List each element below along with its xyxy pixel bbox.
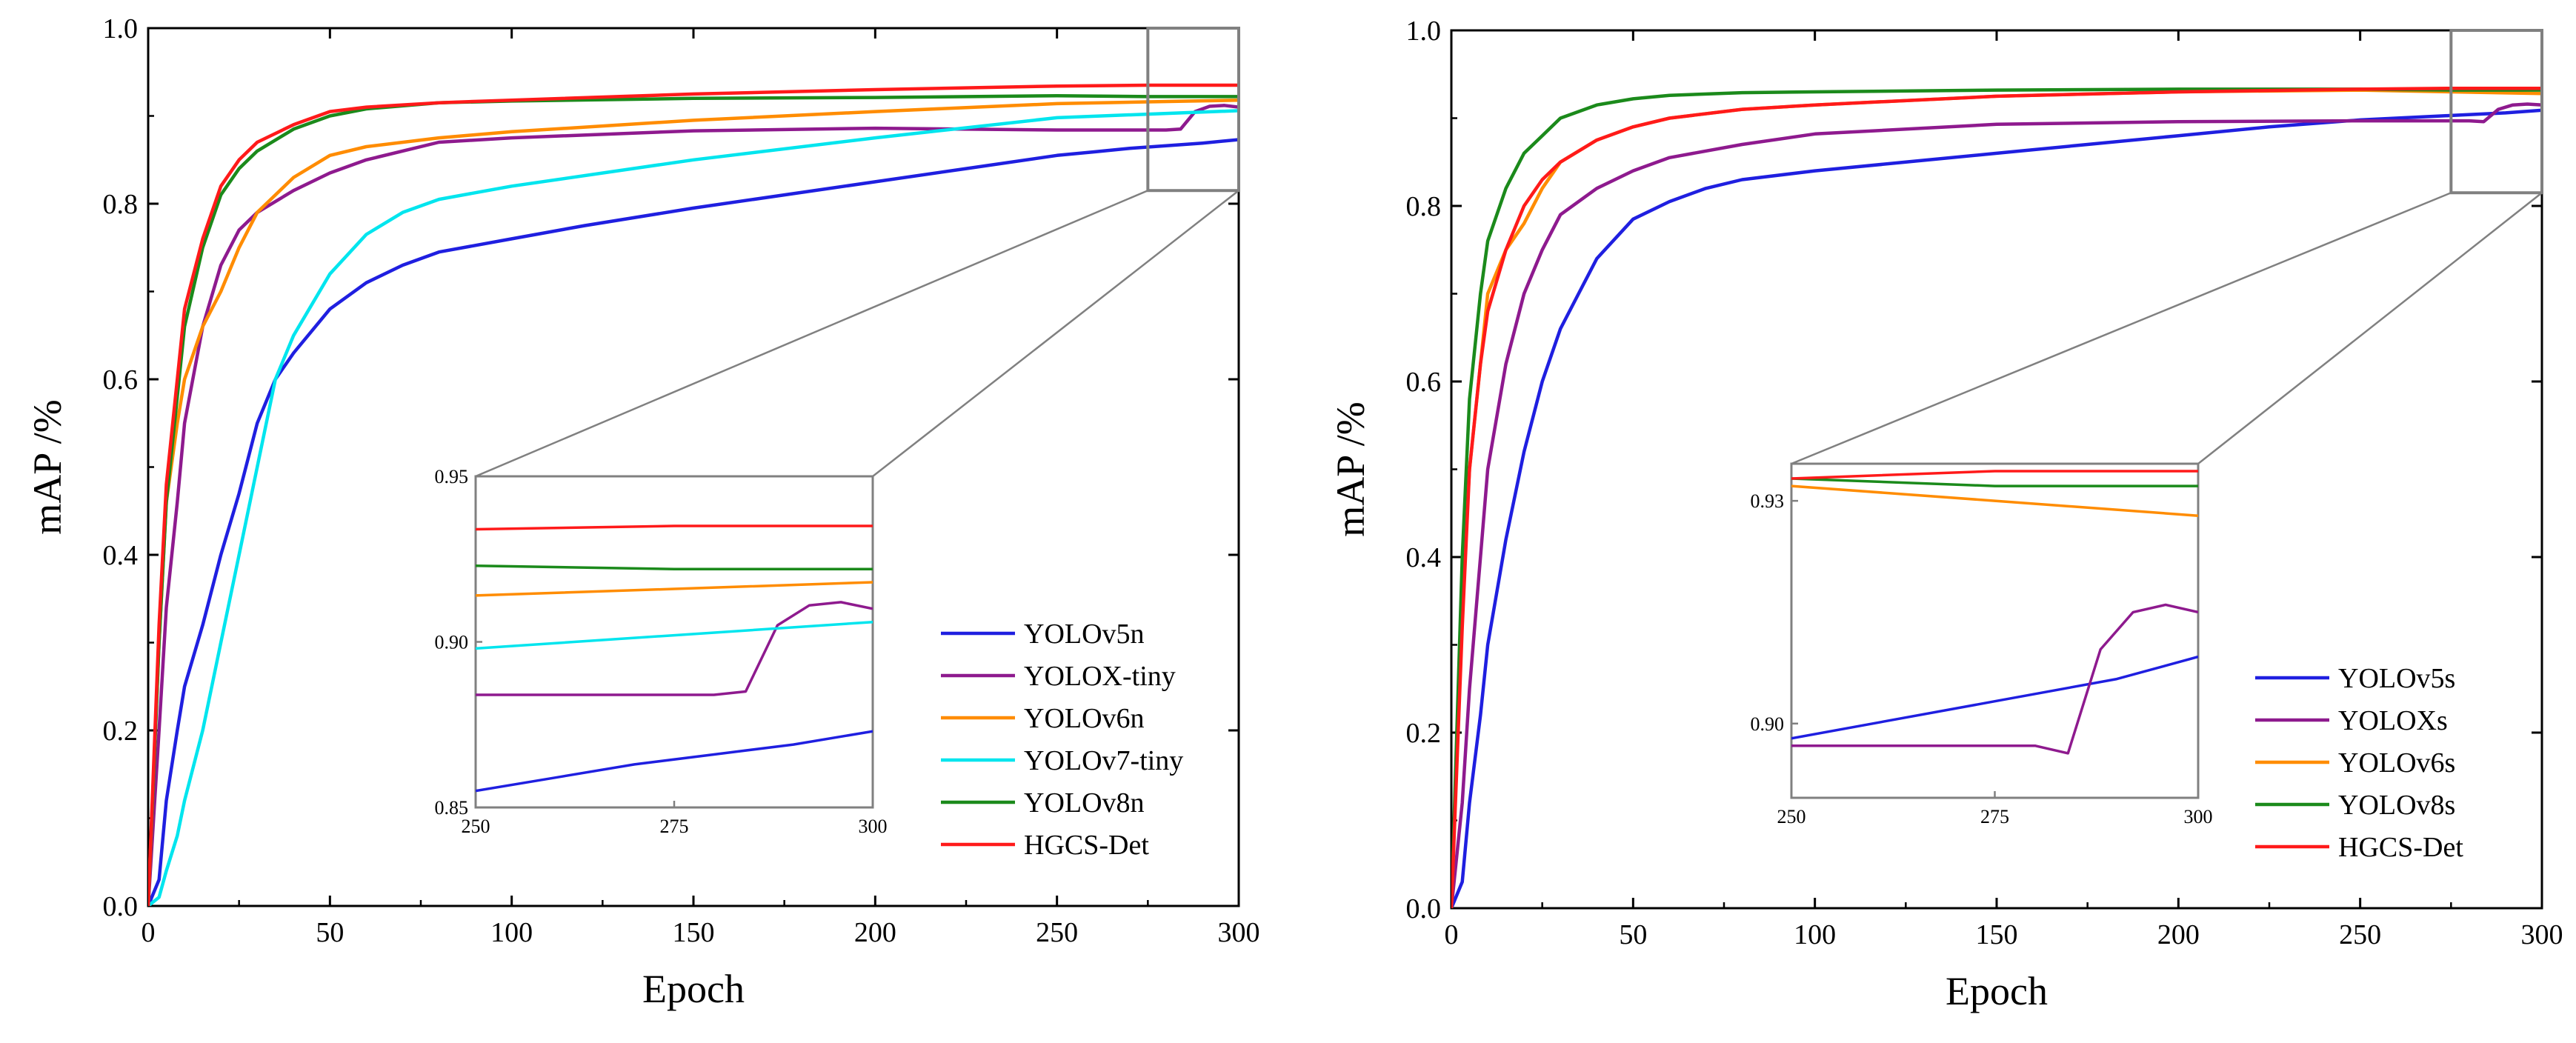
inset-x-tick-label: 300 <box>2184 806 2213 827</box>
series-line-yolov5s <box>1451 108 2542 908</box>
x-tick-label: 200 <box>2157 919 2200 950</box>
zoom-connector <box>1791 192 2452 465</box>
y-tick-label: 0.8 <box>1406 191 1442 222</box>
x-tick-label: 150 <box>1976 919 2018 950</box>
series-line-yolov8n <box>148 93 1239 906</box>
series-line-yolov5n <box>148 138 1239 906</box>
series-line-yoloxs <box>1451 102 2542 908</box>
inset-x-tick-label: 275 <box>1980 806 2009 827</box>
x-tick-label: 300 <box>1218 917 1260 948</box>
series-line-yolox-tiny <box>148 104 1239 906</box>
inset-x-tick-label: 300 <box>859 816 888 837</box>
y-tick-label: 0.6 <box>103 364 139 396</box>
y-tick-label: 0.4 <box>103 540 139 571</box>
y-tick-label: 1.0 <box>1406 16 1442 47</box>
inset-series-group <box>476 524 873 793</box>
series-group <box>1451 86 2542 908</box>
chart-right: 0 50 100 150 200 250 300 0.0 0.2 0.4 0.6 0.8 1.0 Epoc… <box>1328 16 2563 1013</box>
inset-line-yolov7-tiny <box>476 620 873 650</box>
series-line-hgcs-det <box>148 83 1239 906</box>
y-axis-label: mAP /% <box>1328 401 1373 537</box>
legend-label: HGCS-Det <box>2338 832 2463 863</box>
zoom-connector <box>872 190 1239 477</box>
x-tick-label: 250 <box>1036 917 1078 948</box>
inset-line-yolox-tiny <box>476 601 873 696</box>
inset-line-hgcs-det <box>476 524 873 531</box>
legend-label: YOLOX-tiny <box>1024 661 1176 692</box>
inset-line-yolov6s <box>1791 484 2198 517</box>
inset-x-tick-label: 250 <box>462 816 490 837</box>
x-tick-label: 0 <box>1445 919 1459 950</box>
x-tick-label: 300 <box>2521 919 2563 950</box>
y-tick-label: 1.0 <box>103 13 139 44</box>
legend-label: YOLOv5n <box>1024 619 1145 650</box>
x-axis-label: Epoch <box>642 967 745 1011</box>
legend-label: YOLOv6s <box>2338 747 2455 779</box>
series-line-yolov7-tiny <box>148 109 1239 906</box>
inset-y-tick-label: 0.93 <box>1751 490 1785 512</box>
inset-y-tick-label: 0.85 <box>435 797 469 819</box>
x-tick-label: 50 <box>316 917 344 948</box>
inset-line-hgcs-det <box>1791 470 2198 480</box>
legend-label: YOLOv8n <box>1024 787 1145 819</box>
x-axis-label: Epoch <box>1946 969 2048 1013</box>
legend-label: YOLOv6n <box>1024 703 1145 734</box>
zoom-box <box>2449 29 2543 195</box>
y-tick-label: 0.8 <box>103 189 139 220</box>
y-tick-label: 0.6 <box>1406 367 1442 398</box>
inset-line-yolov5n <box>476 730 873 793</box>
inset-line-yolov6n <box>476 581 873 597</box>
inset-y-tick-label: 0.90 <box>1751 713 1785 735</box>
y-tick-label: 0.0 <box>103 891 139 922</box>
y-axis-label: mAP /% <box>25 399 70 535</box>
legend-label: YOLOv5s <box>2338 663 2455 694</box>
inset-frame <box>474 475 874 809</box>
inset-line-yolov8s <box>1791 477 2198 487</box>
legend-label: HGCS-Det <box>1024 830 1149 861</box>
inset-y-tick-label: 0.95 <box>435 466 469 487</box>
series-line-hgcs-det <box>1451 86 2542 908</box>
x-tick-label: 0 <box>142 917 156 948</box>
inset-x-tick-label: 275 <box>660 816 689 837</box>
x-tick-label: 100 <box>490 917 533 948</box>
inset-x-tick-label: 250 <box>1777 806 1806 827</box>
inset-frame <box>1790 462 2200 799</box>
series-group <box>148 83 1239 906</box>
chart-left: 0 50 100 150 200 250 300 0.0 0.2 0.4 0.6 0.8 1.0 Epoc… <box>25 13 1260 1011</box>
y-tick-label: 0.4 <box>1406 542 1442 573</box>
legend-label: YOLOXs <box>2338 705 2448 736</box>
zoom-connector <box>475 190 1148 478</box>
zoom-connector <box>2197 192 2543 464</box>
y-tick-label: 0.2 <box>1406 718 1442 749</box>
inset-line-yoloxs <box>1791 603 2198 755</box>
y-tick-label: 0.2 <box>103 716 139 747</box>
legend-label: YOLOv8s <box>2338 790 2455 821</box>
inset-line-yolov5s <box>1791 655 2198 740</box>
x-tick-label: 50 <box>1619 919 1647 950</box>
inset-y-tick-label: 0.90 <box>435 632 469 653</box>
x-tick-label: 100 <box>1794 919 1836 950</box>
legend-label: YOLOv7-tiny <box>1024 745 1183 776</box>
y-tick-label: 0.0 <box>1406 893 1442 924</box>
inset-line-yolov8n <box>476 564 873 570</box>
x-tick-label: 250 <box>2339 919 2381 950</box>
x-tick-label: 200 <box>854 917 896 948</box>
x-tick-label: 150 <box>673 917 715 948</box>
series-line-yolov8s <box>1451 87 2542 908</box>
inset-series-group <box>1791 470 2198 755</box>
series-line-yolov6n <box>148 98 1239 906</box>
zoom-box <box>1146 27 1241 193</box>
